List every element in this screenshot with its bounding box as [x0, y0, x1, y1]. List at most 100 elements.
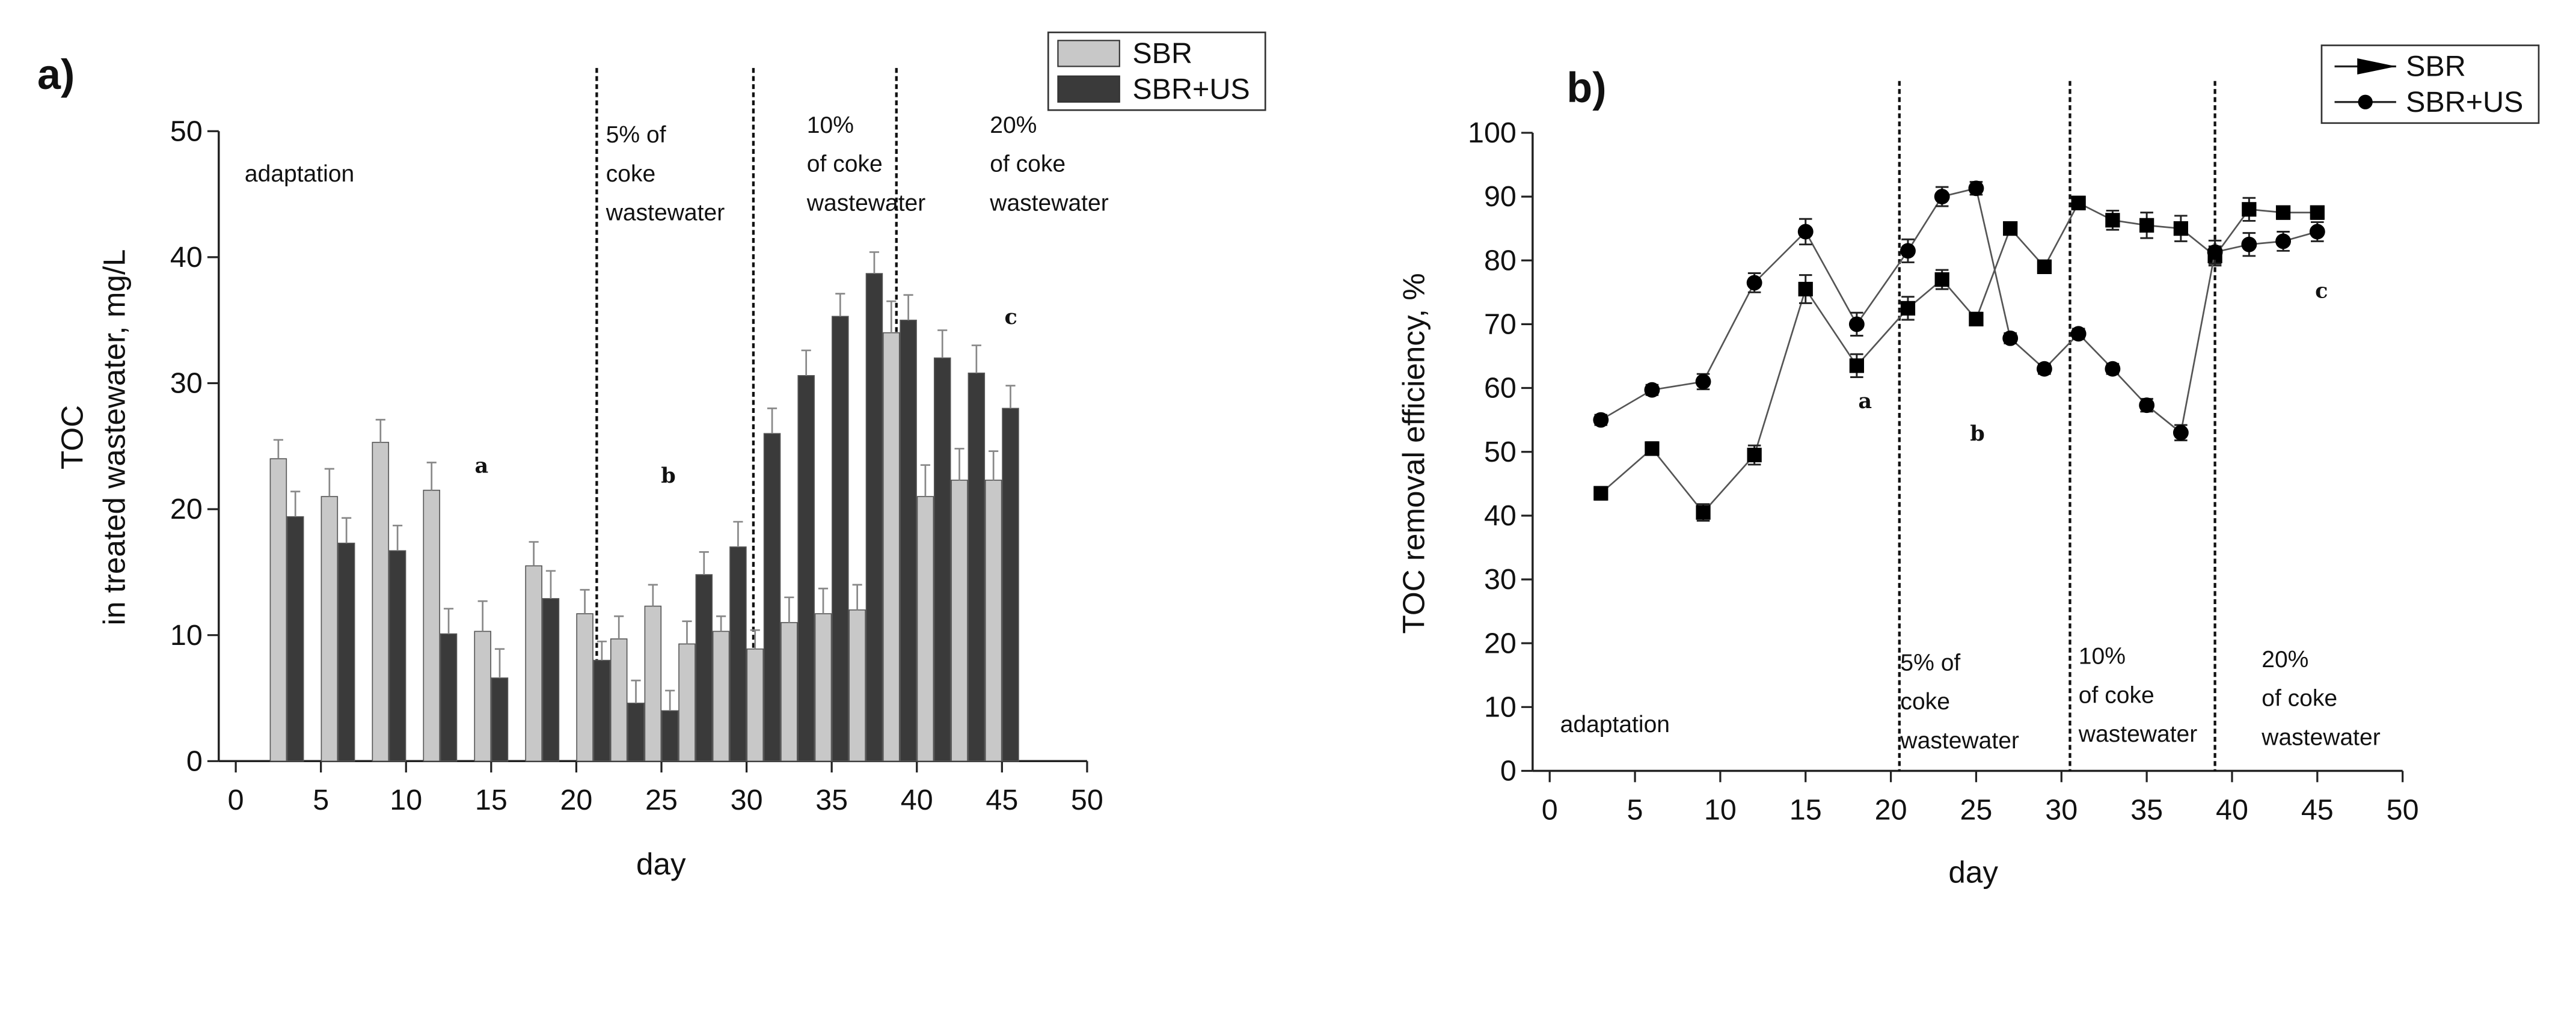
marker [2309, 224, 2325, 240]
x-tick-label: 10 [390, 784, 422, 816]
y-tick-label: 20 [170, 493, 203, 525]
annotation: 20% [990, 112, 1037, 138]
error-bar [477, 600, 488, 632]
marker [2002, 330, 2019, 346]
x-tick-label: 0 [1542, 793, 1558, 826]
error-bar [903, 294, 913, 320]
x-tick-label: 15 [1789, 793, 1822, 826]
x-tick-label: 15 [475, 784, 508, 816]
x-tick-label: 20 [560, 784, 592, 816]
error-bar [733, 521, 743, 547]
annotation: of coke [807, 151, 883, 177]
annotation: 5% of [1900, 650, 1960, 676]
error-bar [375, 418, 385, 442]
marker [1746, 275, 1762, 291]
legend-marker [2357, 58, 2396, 75]
x-tick-label: 50 [2387, 793, 2419, 826]
annotation: a [1858, 389, 1872, 414]
error-bar [426, 462, 437, 490]
marker [2037, 259, 2052, 274]
marker [1900, 243, 1916, 259]
y-tick-label: 30 [1484, 563, 1516, 596]
y-tick-label: 90 [1484, 180, 1516, 213]
annotation: c [1005, 305, 1017, 329]
bar [337, 542, 355, 762]
x-tick-label: 45 [2301, 793, 2334, 826]
marker [1797, 224, 1814, 240]
error-bar [920, 464, 930, 497]
marker [1645, 441, 1660, 456]
bar [883, 332, 900, 762]
bar [933, 357, 951, 762]
legend-marker [2358, 94, 2373, 109]
error-bar [954, 448, 964, 480]
legend-swatch [1057, 75, 1120, 103]
error-bar [631, 679, 641, 703]
x-axis-label: day [636, 847, 686, 881]
bar [474, 631, 491, 762]
bar [644, 605, 662, 762]
error-bar [818, 587, 829, 614]
marker [1969, 311, 1984, 327]
error-bar [835, 293, 845, 317]
annotation: 5% of [606, 122, 666, 148]
bar [780, 622, 798, 762]
legend-label: SBR [1132, 37, 1192, 70]
marker [2173, 424, 2189, 441]
annotation: adaptation [1560, 712, 1670, 738]
error-bar [494, 648, 505, 678]
annotation: of coke [2079, 682, 2154, 708]
error-bar [290, 490, 301, 517]
error-bar [596, 640, 607, 661]
error-bar [273, 439, 283, 459]
marker [2071, 195, 2086, 210]
annotation: wastewater [2261, 724, 2380, 750]
y-tick-label: 50 [1484, 436, 1516, 468]
bar [746, 648, 764, 762]
x-tick-label: 5 [1627, 793, 1643, 826]
bar [712, 631, 730, 762]
error-bar [852, 584, 862, 610]
bar [286, 516, 304, 762]
marker [1696, 505, 1711, 520]
bar [576, 613, 593, 762]
annotation: c [2315, 279, 2328, 304]
x-tick-label: 10 [1704, 793, 1737, 826]
bar [678, 643, 696, 762]
bar [440, 633, 458, 762]
error-bar [989, 450, 999, 480]
annotation: adaptation [245, 161, 354, 187]
annotation: coke [1900, 689, 1949, 715]
marker [1747, 447, 1762, 463]
y-tick-label: 50 [170, 115, 203, 147]
bar [525, 565, 542, 762]
x-tick-label: 50 [1071, 784, 1103, 816]
x-tick-label: 40 [901, 784, 933, 816]
bar [491, 677, 509, 762]
y-tick-label: 60 [1484, 372, 1516, 405]
annotation: wastewater [2078, 721, 2197, 747]
marker [1644, 382, 1660, 398]
marker [2139, 397, 2155, 414]
bar [729, 546, 747, 762]
error-bar [545, 570, 556, 599]
x-tick-label: 30 [731, 784, 763, 816]
marker [2105, 213, 2120, 228]
bar [627, 703, 645, 762]
annotation: of coke [990, 151, 1066, 177]
y-axis-label: in treated wastewater, mg/L [97, 249, 132, 625]
marker [2105, 361, 2121, 377]
error-bar [750, 629, 760, 649]
marker [1849, 358, 1864, 373]
marker [1593, 412, 1609, 428]
error-bar [342, 517, 352, 543]
y-tick-label: 40 [1484, 499, 1516, 532]
bar [900, 319, 917, 762]
error-bar [529, 541, 539, 566]
error-bar [648, 584, 658, 606]
y-tick-label: 0 [186, 745, 203, 777]
marker [2139, 218, 2154, 233]
marker [1593, 486, 1608, 501]
marker [1968, 180, 1984, 197]
legend-label: SBR+US [2406, 86, 2523, 118]
